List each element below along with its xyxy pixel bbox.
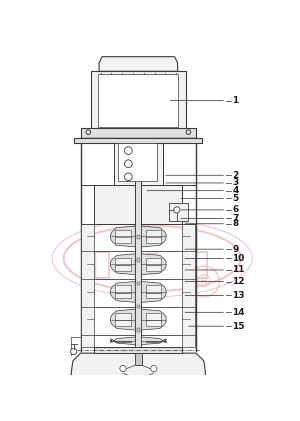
Bar [146,313,161,321]
Text: 1: 1 [232,96,239,105]
Bar [115,265,131,271]
Polygon shape [141,337,166,345]
Bar [118,143,157,181]
Polygon shape [111,226,135,247]
Text: 9: 9 [232,245,239,254]
Bar [182,224,195,347]
Bar [74,138,202,143]
Bar [134,353,142,365]
Bar [115,313,131,321]
Bar [137,328,140,332]
Bar [81,138,196,185]
Text: 润: 润 [145,250,160,274]
Polygon shape [141,254,166,274]
Bar [115,258,131,265]
Text: 4: 4 [232,186,239,195]
Circle shape [70,349,77,354]
Polygon shape [111,254,135,274]
Bar [188,379,208,386]
Text: 14: 14 [232,308,245,317]
Bar [81,128,196,138]
Bar [146,258,161,265]
Bar [137,235,140,239]
Bar [115,293,131,298]
Circle shape [120,365,126,372]
Bar [137,258,140,262]
Text: 泵: 泵 [191,250,209,279]
Text: 5: 5 [232,194,239,203]
Bar [146,293,161,298]
Bar [137,282,140,285]
Text: 10: 10 [232,254,245,263]
Text: 8: 8 [232,219,239,228]
Circle shape [124,173,132,181]
Bar [115,230,131,237]
Bar [94,347,182,353]
Bar [146,237,161,243]
Bar [135,170,141,352]
Text: 7: 7 [232,214,239,223]
Bar [115,285,131,293]
Bar [169,203,188,221]
Bar [137,305,140,309]
Bar [69,379,88,386]
Bar [115,320,131,326]
Text: 12: 12 [232,277,245,286]
Text: 6: 6 [232,205,239,214]
Text: 2: 2 [232,171,239,180]
Polygon shape [99,57,178,71]
Circle shape [124,160,132,168]
Bar [98,75,178,127]
Bar [115,237,131,243]
Polygon shape [141,282,166,302]
Polygon shape [71,353,205,376]
Bar [69,376,208,382]
Text: 11: 11 [232,266,245,274]
Text: 15: 15 [232,322,245,330]
Text: ®: ® [195,272,213,290]
Bar [146,230,161,237]
Circle shape [186,130,191,134]
Text: 13: 13 [232,291,245,300]
Bar [146,320,161,326]
Polygon shape [111,337,135,345]
Bar [146,285,161,293]
Polygon shape [111,282,135,302]
Bar [91,71,186,130]
Circle shape [86,130,91,134]
Circle shape [151,365,157,372]
Bar [115,341,131,342]
Bar [94,185,182,224]
Bar [114,139,163,185]
Circle shape [174,207,180,213]
Circle shape [124,147,132,155]
Bar [146,265,161,271]
Text: 3: 3 [232,179,239,187]
Text: 海: 海 [92,250,110,279]
Polygon shape [111,309,135,330]
Bar [146,341,161,342]
Bar [81,224,94,347]
Polygon shape [141,309,166,330]
Polygon shape [141,226,166,247]
